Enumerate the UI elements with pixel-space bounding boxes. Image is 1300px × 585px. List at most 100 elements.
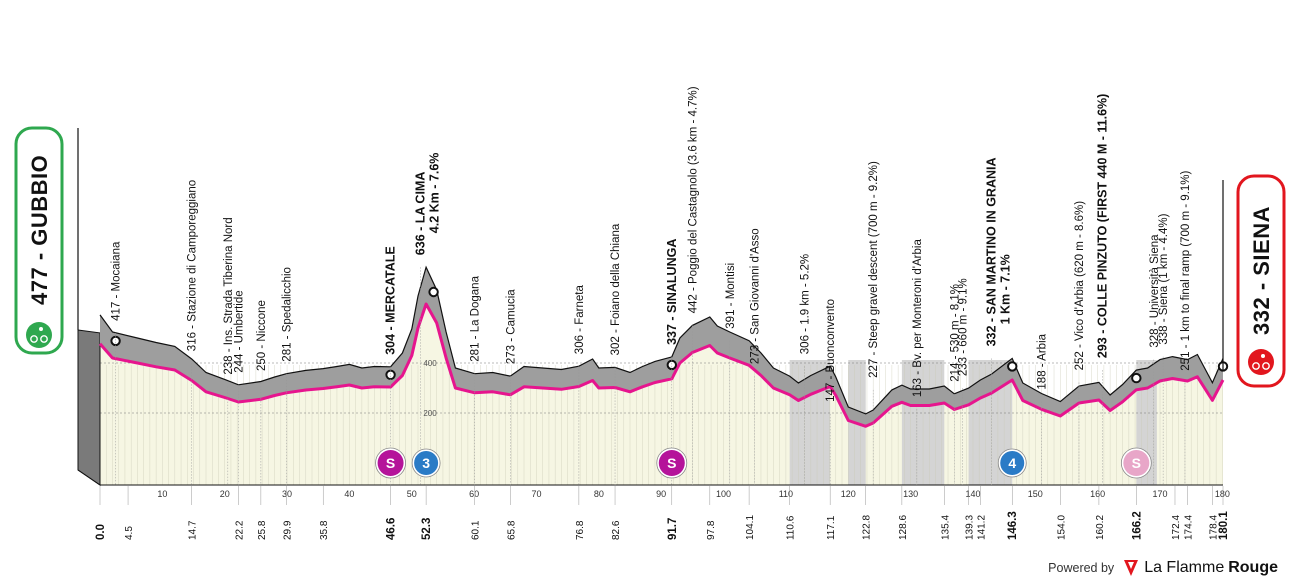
waypoint-label: 442 - Poggio del Castagnolo (3.6 km - 4.…	[687, 86, 699, 313]
badge-text: S	[667, 455, 676, 471]
waypoint-label: 302 - Foiano della Chiana	[610, 223, 622, 355]
x-tick-label: 100	[716, 489, 731, 499]
waypoint-label: 636 - LA CIMA	[414, 172, 428, 256]
km-marker-label: 104.1	[745, 515, 756, 540]
badge-text: S	[1132, 455, 1141, 471]
km-marker-label: 22.2	[234, 520, 245, 540]
km-marker-label: 4.5	[124, 526, 135, 540]
profile-elevation-layer	[77, 265, 1229, 486]
kom-badge-icon	[414, 451, 439, 475]
route-waypoint-dot	[110, 335, 121, 347]
kom-badge-icon	[1000, 451, 1025, 475]
km-marker-label: 139.3	[965, 515, 976, 540]
waypoint-label: 227 - Steep gravel descent (700 m - 9.2%…	[868, 161, 880, 378]
waypoint-label: 251 - 1 km to final ramp (700 m - 9.1%)	[1180, 170, 1192, 370]
waypoint-label: 391 - Montisi	[725, 263, 737, 329]
km-marker-label: 128.6	[898, 515, 909, 540]
base-edge	[77, 469, 101, 486]
waypoint-label: 293 - COLLE PINZUTO (FIRST 440 M - 11.6%…	[1096, 94, 1110, 358]
km-marker-label: 60.1	[471, 520, 482, 540]
finish-bike-icon	[1248, 349, 1274, 375]
x-tick-label: 20	[220, 489, 230, 499]
km-marker-label: 154.0	[1056, 515, 1067, 540]
km-marker-label: 52.3	[421, 518, 433, 540]
flame-icon	[1124, 560, 1139, 576]
x-tick-label: 90	[656, 489, 666, 499]
brand-logo: La Flamme Rouge	[1122, 558, 1278, 578]
km-marker-label: 76.8	[575, 520, 586, 540]
footer-credit: Powered by La Flamme Rouge	[1048, 558, 1278, 578]
finish-bike-wheel	[1252, 362, 1260, 370]
waypoint-label: 238 - Ins. Strada Tiberina Nord	[223, 217, 235, 374]
waypoint-label: 417 - Mocaiana	[111, 241, 123, 321]
waypoint-label: 244 - Umbertide	[233, 290, 245, 372]
km-marker-label: 97.8	[706, 520, 717, 540]
brand-name-a: La Flamme	[1144, 559, 1225, 576]
km-marker-label: 14.7	[188, 520, 199, 540]
x-tick-label: 110	[779, 489, 793, 499]
waypoint-label: 328 - Università Siena	[1149, 234, 1161, 348]
waypoint-label: 306 - 1.9 km - 5.2%	[800, 254, 812, 354]
waypoint-label: 332 - SAN MARTINO IN GRANIA	[985, 157, 999, 346]
km-marker-label: 91.7	[667, 518, 679, 540]
x-tick-label: 80	[594, 489, 604, 499]
finish-banner	[1236, 174, 1286, 388]
waypoint-label: 281 - Spedalicchio	[281, 267, 293, 362]
waypoint-label: 147 - Buonconvento	[825, 299, 837, 402]
km-marker-label: 65.8	[506, 520, 517, 540]
x-tick-label: 50	[407, 489, 417, 499]
waypoint-label: 316 - Stazione di Camporeggiano	[187, 180, 199, 351]
km-marker-label: 25.8	[257, 520, 268, 540]
waypoint-climb-label: 4.2 Km - 7.6%	[428, 153, 442, 234]
waypoint-label: 304 - MERCATALE	[384, 246, 398, 355]
waypoint-label: 214 - 530 m - 8.1%	[949, 284, 961, 382]
km-marker-label: 178.4	[1208, 515, 1219, 540]
km-marker-label: 110.6	[786, 515, 797, 540]
x-tick-label: 30	[282, 489, 292, 499]
waypoint-label: 338 - Siena (1 km - 4.4%)	[1158, 213, 1170, 344]
km-marker-label: 174.4	[1183, 515, 1194, 540]
x-tick-label: 10	[157, 489, 167, 499]
x-tick-label: 160	[1090, 489, 1105, 499]
profile-top-outline	[99, 265, 1224, 415]
brand-name-b: Rouge	[1228, 559, 1278, 576]
x-tick-label: 130	[903, 489, 918, 499]
waypoint-climb-label: 1 Km - 7.1%	[999, 254, 1013, 324]
x-tick-label: 150	[1028, 489, 1043, 499]
altitude-tick-label: 400	[423, 359, 437, 368]
start-bike-wheel	[30, 335, 38, 343]
km-marker-label: 117.1	[826, 515, 837, 540]
waypoint-label: 250 - Niccone	[256, 300, 268, 371]
badges-layer: S 3 S 4 S	[375, 447, 1152, 479]
finish-bike-wheel	[1262, 362, 1270, 370]
x-tick-label: 170	[1153, 489, 1168, 499]
km-marker-label: 146.3	[1007, 511, 1019, 540]
route-line	[98, 302, 1225, 428]
km-markers-layer: 0.0 4.5 14.7 22.2 25.8 29.9 35.8 46.6 52.3 60.1 65…	[95, 486, 1230, 540]
waypoint-label: 233 - 660 m - 9.1%	[957, 278, 969, 376]
route-waypoint-dot	[385, 369, 396, 380]
waypoint-labels-layer: 417 - Mocaiana 316 - Stazione di Camporeg…	[111, 86, 1192, 485]
route-waypoint-dot	[666, 359, 677, 371]
waypoint-label: 188 - Arbia	[1037, 333, 1049, 389]
finish-bike-rider	[1261, 354, 1265, 358]
km-marker-label: 35.8	[319, 520, 330, 540]
waypoint-label: 252 - Vico d'Arbia (620 m - 8.6%)	[1074, 201, 1086, 371]
start-banner	[14, 126, 64, 355]
start-bike-icon	[26, 322, 52, 348]
x-tick-label: 120	[841, 489, 856, 499]
waypoint-label: 163 - Bv. per Monteroni d'Arbia	[912, 239, 924, 398]
x-tick-label: 140	[965, 489, 980, 499]
waypoint-label: 306 - Farneta	[574, 285, 586, 355]
altitude-tick-label: 200	[423, 409, 437, 418]
sprint-badge-icon	[377, 450, 404, 476]
waypoint-label: 273 - San Giovanni d'Asso	[750, 228, 762, 364]
km-marker-label: 141.2	[976, 515, 987, 540]
km-marker-label: 135.4	[940, 515, 951, 540]
km-marker-label: 160.2	[1095, 515, 1106, 540]
waypoint-label: 337 - SINALUNGA	[665, 239, 679, 345]
badge-text: 4	[1008, 455, 1016, 471]
sprint-badge-icon	[1123, 450, 1150, 476]
x-tick-label: 40	[344, 489, 354, 499]
